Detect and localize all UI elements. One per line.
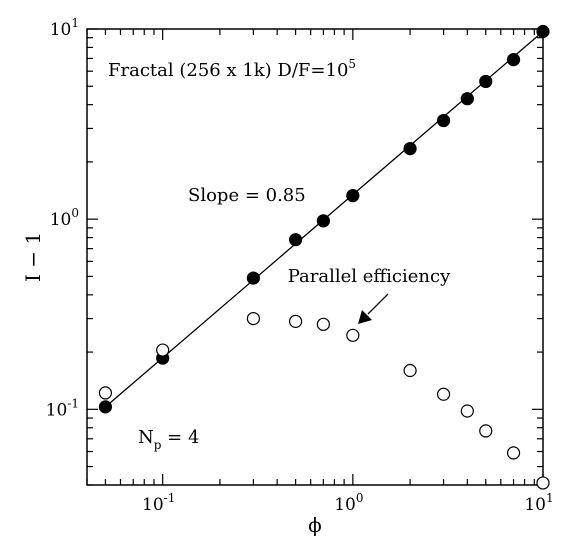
parallel-efficiency-arrow [367,293,389,315]
parallel-efficiency-label: Parallel efficiency [288,266,451,287]
y-tick-label-exponent: 0 [71,206,79,220]
x-tick-label-exponent: -1 [164,491,176,505]
x-tick-label: 10-1 [142,491,175,515]
filled-data-point [316,214,330,228]
x-tick-label: 100 [334,491,363,515]
filled-data-point [479,74,493,89]
open-data-point [156,343,170,357]
plot-frame [86,28,544,486]
np-label-base: N [138,427,154,448]
open-data-point [436,387,451,401]
x-tick-label-base: 10 [142,495,164,515]
x-tick-label: 101 [524,491,553,515]
np-label: Np = 4 [138,427,199,452]
open-data-point [346,328,360,342]
y-tick-label: 101 [50,16,79,40]
filled-data-point [436,113,451,128]
open-data-point [536,476,550,490]
filled-data-point [246,271,261,285]
filled-data-point [288,233,303,247]
y-tick-label-base: 10 [50,20,72,40]
dataset-label-exponent: 5 [348,57,356,71]
open-data-point [98,386,113,400]
slope-label: Slope = 0.85 [188,185,306,206]
x-tick-label-base: 10 [334,495,356,515]
x-tick-label-exponent: 1 [546,491,554,505]
y-tick-label-base: 10 [50,210,72,230]
y-tick-label-base: 10 [46,400,68,420]
x-axis-title: ϕ [308,513,322,537]
axis-ticks [86,28,544,486]
open-data-point [246,311,261,326]
open-data-point [479,424,493,438]
filled-data-point [536,24,550,39]
open-data-point [403,363,417,378]
dataset-label: Fractal (256 x 1k) D/F=105 [108,57,356,81]
open-data-point [460,404,474,418]
filled-data-point [403,141,417,156]
y-tick-label-exponent: 1 [71,16,79,30]
filled-data-point [460,92,474,106]
np-label-sub: p [154,438,162,452]
data-points [98,24,550,490]
open-data-point [288,314,303,328]
filled-data-point [98,400,113,414]
parallel-efficiency-arrowhead [358,310,372,324]
y-tick-label: 10-1 [46,396,79,420]
open-data-point [506,446,521,460]
filled-data-point [346,189,360,203]
np-label-suffix: = 4 [161,427,199,448]
y-axis-title: I − 1 [21,232,45,282]
y-tick-label-exponent: -1 [67,396,79,410]
x-tick-label-exponent: 0 [356,491,364,505]
dataset-label-text: Fractal (256 x 1k) D/F=10 [108,60,348,81]
x-tick-label-base: 10 [524,495,546,515]
filled-data-point [506,53,521,67]
open-data-point [316,317,330,331]
y-tick-label: 100 [50,206,79,230]
